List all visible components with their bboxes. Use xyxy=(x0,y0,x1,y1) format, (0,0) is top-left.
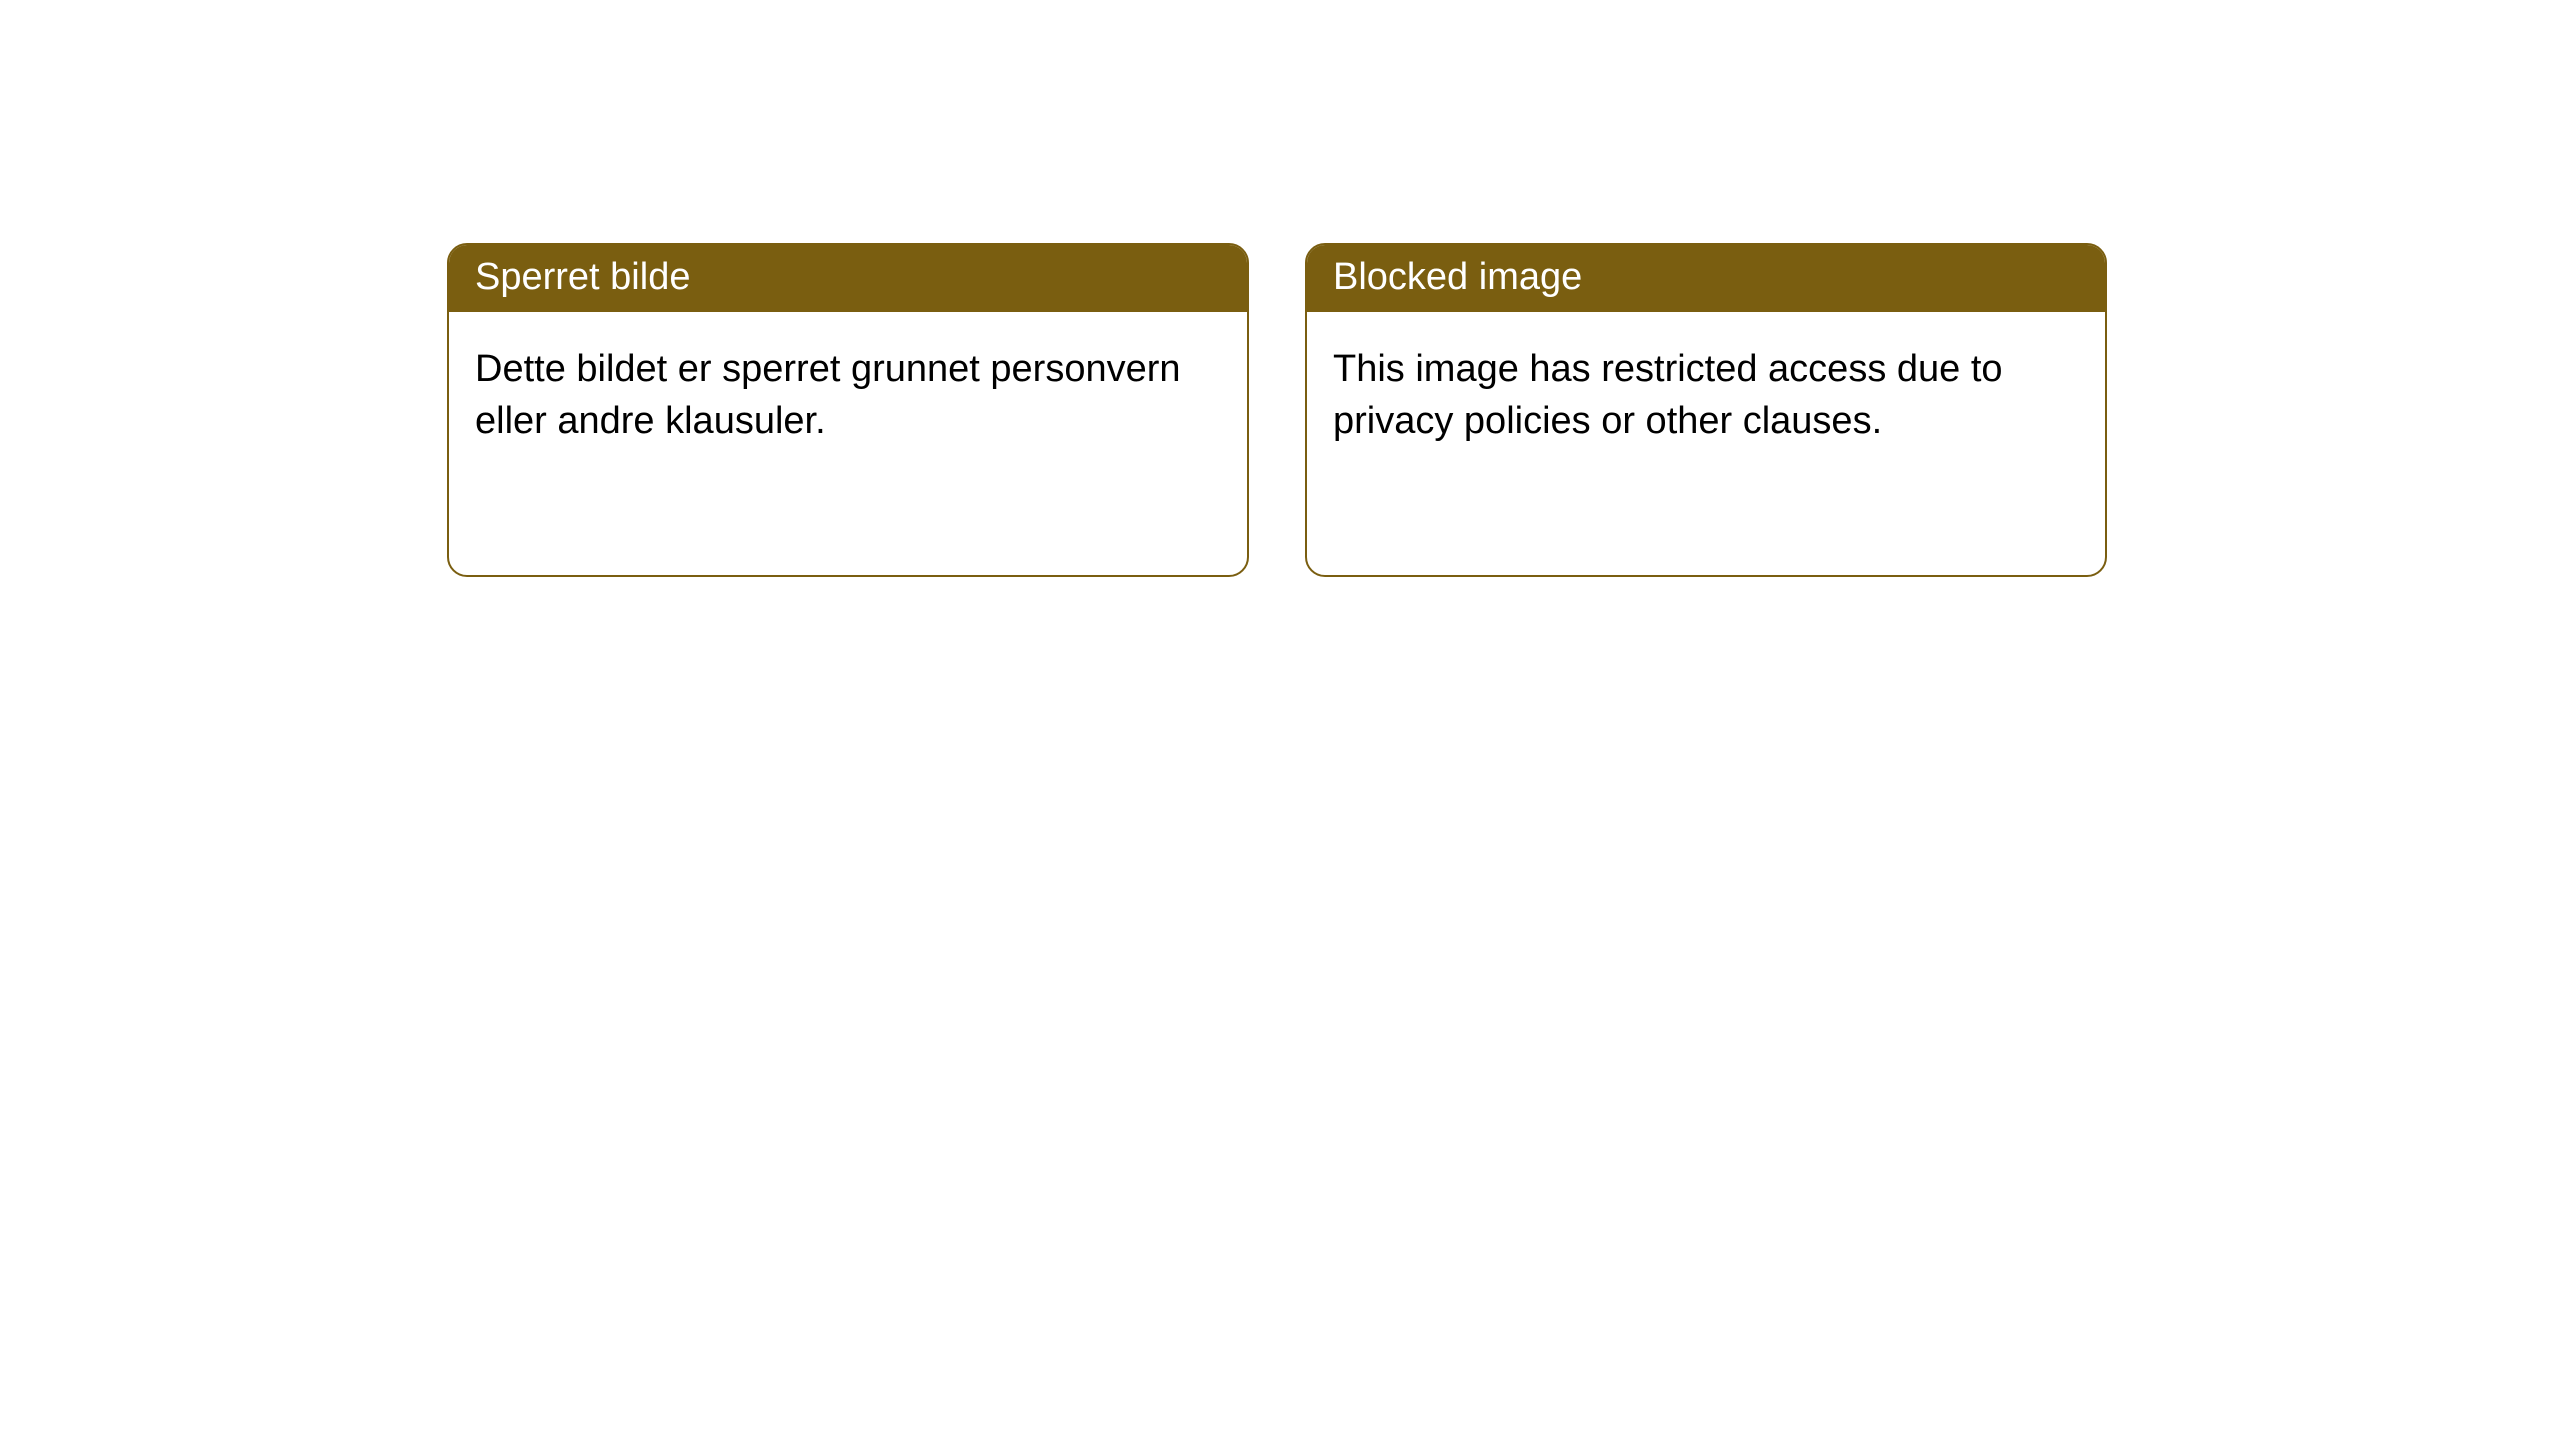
blocked-image-card-no: Sperret bilde Dette bildet er sperret gr… xyxy=(447,243,1249,577)
card-body-en: This image has restricted access due to … xyxy=(1307,312,2105,479)
card-title-en: Blocked image xyxy=(1307,245,2105,312)
blocked-image-card-en: Blocked image This image has restricted … xyxy=(1305,243,2107,577)
card-title-no: Sperret bilde xyxy=(449,245,1247,312)
card-body-no: Dette bildet er sperret grunnet personve… xyxy=(449,312,1247,479)
notice-container: Sperret bilde Dette bildet er sperret gr… xyxy=(0,0,2560,577)
